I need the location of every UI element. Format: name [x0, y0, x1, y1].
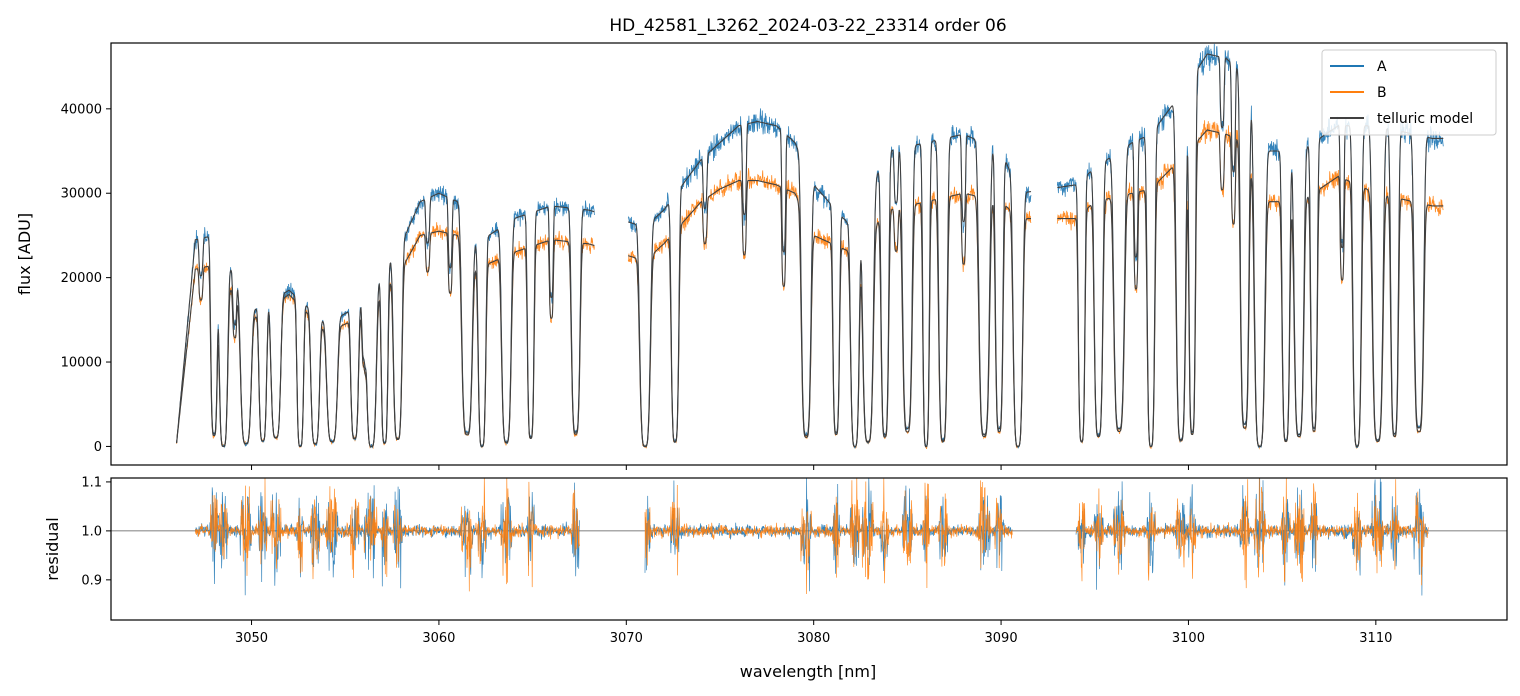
x-axis-label: wavelength [nm]	[740, 662, 877, 681]
y-tick-label: 20000	[61, 271, 102, 286]
y-tick-label: 10000	[61, 356, 102, 371]
legend: A B telluric model	[1321, 49, 1497, 136]
y-tick-label: 1.0	[81, 524, 102, 539]
residual-line-b-0	[194, 477, 580, 592]
residual-series	[194, 477, 1429, 596]
spectrum-panel: 0 10000 20000 30000 40000 flux [ADU] A B tel…	[15, 42, 1508, 470]
residual-y-ticks: 0.9 1.0 1.1	[81, 475, 111, 588]
x-tick-label: 3080	[797, 631, 830, 646]
residual-line-b-1	[644, 477, 1013, 595]
spectrum-axes-frame	[110, 42, 1508, 466]
y-tick-label: 0	[94, 440, 102, 455]
y-tick-label: 0.9	[81, 573, 102, 588]
legend-label-model: telluric model	[1377, 111, 1473, 127]
x-tick-label: 3060	[422, 631, 455, 646]
residual-axes-frame	[110, 477, 1508, 621]
legend-label-b: B	[1377, 85, 1387, 101]
x-tick-label: 3050	[235, 631, 268, 646]
y-tick-label: 30000	[61, 187, 102, 202]
spectrum-series	[176, 43, 1444, 450]
legend-label-a: A	[1377, 59, 1387, 75]
residual-y-axis-label: residual	[43, 517, 62, 580]
telluric-model-line-1-1	[628, 180, 1031, 447]
chart-title: HD_42581_L3262_2024-03-22_23314 order 06	[609, 16, 1006, 36]
legend-box	[1321, 49, 1497, 136]
spectrum-line-a-1	[627, 108, 1032, 449]
x-tick-label: 3090	[985, 631, 1018, 646]
spectrum-line-b-1	[627, 168, 1032, 449]
telluric-model-line-1-2	[1057, 129, 1444, 447]
residual-x-ticks: 3050 3060 3070 3080 3090 3100 3110	[235, 620, 1392, 646]
residual-line-b-2	[1075, 477, 1429, 589]
x-tick-label: 3070	[610, 631, 643, 646]
spectrum-y-ticks: 0 10000 20000 30000 40000	[61, 102, 111, 455]
residual-panel: 0.9 1.0 1.1 3050 3060 3070 3080 3090 3100 3110 r…	[43, 475, 1508, 681]
x-tick-label: 3110	[1359, 631, 1392, 646]
spectrum-x-ticks	[251, 465, 1377, 470]
y-tick-label: 40000	[61, 102, 102, 117]
telluric-model-line-0-1	[628, 120, 1032, 447]
spectrum-y-axis-label: flux [ADU]	[15, 213, 34, 295]
x-tick-label: 3100	[1172, 631, 1205, 646]
telluric-model-line-1-0	[176, 230, 595, 447]
y-tick-label: 1.1	[81, 475, 102, 490]
